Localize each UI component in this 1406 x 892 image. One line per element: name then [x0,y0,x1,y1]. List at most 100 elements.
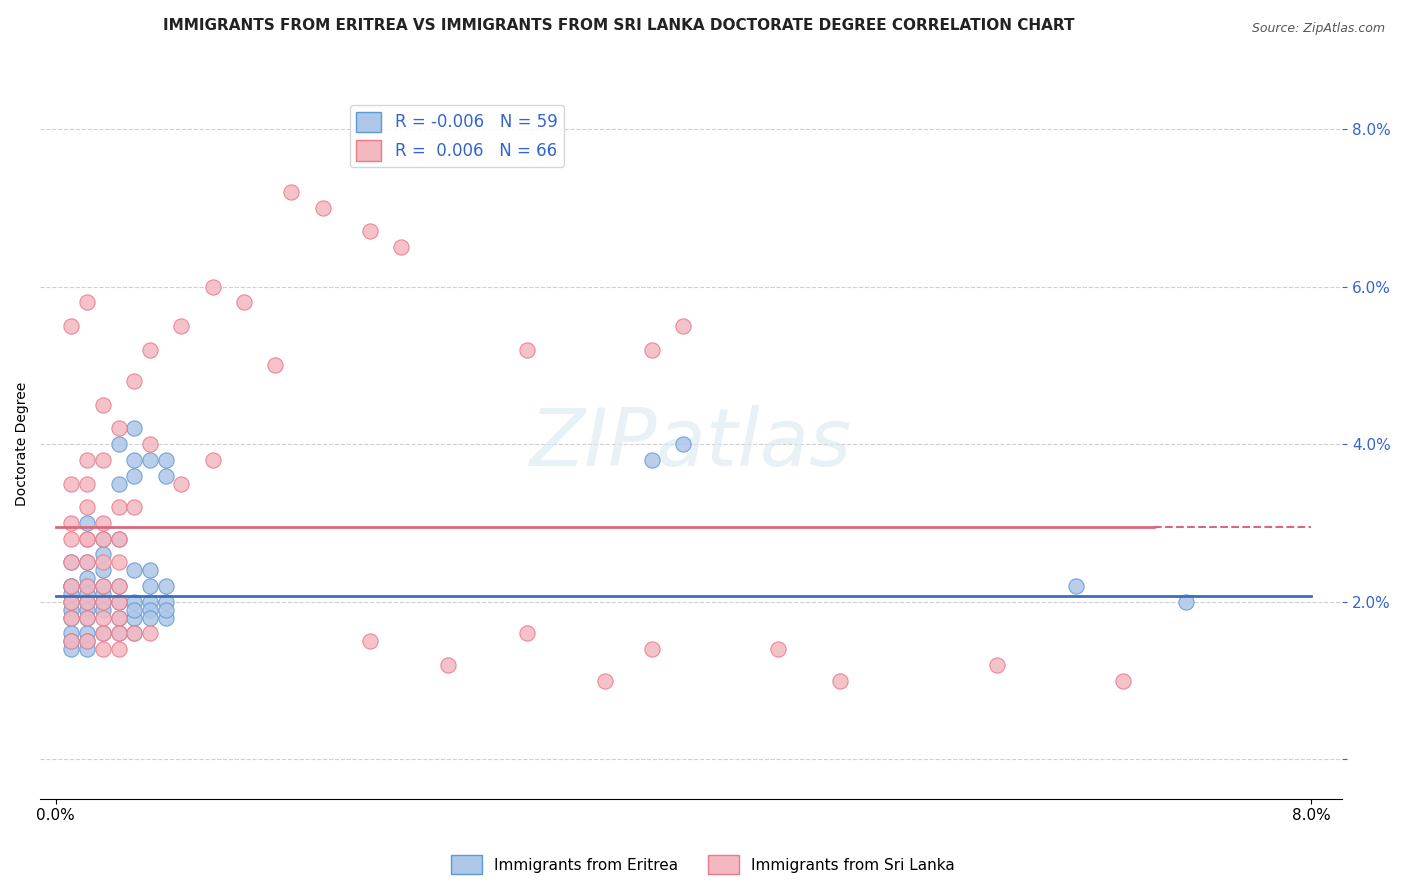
Point [60,602,83,616]
Point [60,579,83,593]
Point [107,500,129,515]
Point [76,602,98,616]
Point [60,634,83,648]
Point [60,626,83,640]
Point [60,634,83,648]
Point [76,642,98,657]
Point [280,185,302,199]
Point [91,626,114,640]
Point [91,398,114,412]
Point [170,318,193,333]
Point [60,516,83,530]
Point [60,610,83,624]
Point [76,595,98,609]
Point [76,579,98,593]
Legend: R = -0.006   N = 59, R =  0.006   N = 66: R = -0.006 N = 59, R = 0.006 N = 66 [350,105,564,168]
Point [76,610,98,624]
Point [76,634,98,648]
Point [641,343,664,357]
Point [672,437,695,451]
Point [122,468,145,483]
Point [155,579,177,593]
Point [139,437,162,451]
Point [60,555,83,569]
Point [76,453,98,467]
Point [830,673,852,688]
Point [155,468,177,483]
Point [107,421,129,435]
Point [139,626,162,640]
Point [91,579,114,593]
Point [107,532,129,546]
Point [139,610,162,624]
Point [76,587,98,601]
Point [107,595,129,609]
Point [91,555,114,569]
Point [91,610,114,624]
Point [155,453,177,467]
Point [107,642,129,657]
Point [311,201,333,215]
Point [60,595,83,609]
Y-axis label: Doctorate Degree: Doctorate Degree [15,382,30,507]
Point [766,642,789,657]
Point [155,610,177,624]
Point [122,563,145,577]
Point [91,516,114,530]
Point [107,610,129,624]
Point [139,595,162,609]
Point [60,642,83,657]
Point [107,579,129,593]
Point [139,453,162,467]
Point [91,602,114,616]
Point [201,279,224,293]
Point [91,563,114,577]
Point [91,587,114,601]
Point [91,642,114,657]
Point [60,595,83,609]
Point [437,657,460,672]
Point [60,579,83,593]
Point [107,476,129,491]
Point [122,602,145,616]
Point [155,602,177,616]
Point [76,610,98,624]
Point [201,453,224,467]
Point [76,532,98,546]
Point [76,579,98,593]
Point [76,500,98,515]
Point [107,532,129,546]
Point [91,579,114,593]
Point [264,359,287,373]
Point [91,595,114,609]
Point [122,626,145,640]
Point [233,295,256,310]
Point [76,555,98,569]
Point [76,634,98,648]
Point [91,595,114,609]
Point [122,595,145,609]
Point [359,224,381,238]
Point [107,555,129,569]
Point [60,555,83,569]
Point [122,421,145,435]
Point [60,476,83,491]
Point [91,532,114,546]
Point [515,343,537,357]
Point [76,555,98,569]
Text: IMMIGRANTS FROM ERITREA VS IMMIGRANTS FROM SRI LANKA DOCTORATE DEGREE CORRELATIO: IMMIGRANTS FROM ERITREA VS IMMIGRANTS FR… [163,18,1074,33]
Point [107,437,129,451]
Point [1064,579,1087,593]
Point [359,634,381,648]
Point [76,532,98,546]
Point [139,579,162,593]
Point [986,657,1008,672]
Point [122,453,145,467]
Point [60,532,83,546]
Point [91,532,114,546]
Point [122,626,145,640]
Point [60,610,83,624]
Legend: Immigrants from Eritrea, Immigrants from Sri Lanka: Immigrants from Eritrea, Immigrants from… [444,849,962,880]
Point [641,642,664,657]
Text: Source: ZipAtlas.com: Source: ZipAtlas.com [1251,22,1385,36]
